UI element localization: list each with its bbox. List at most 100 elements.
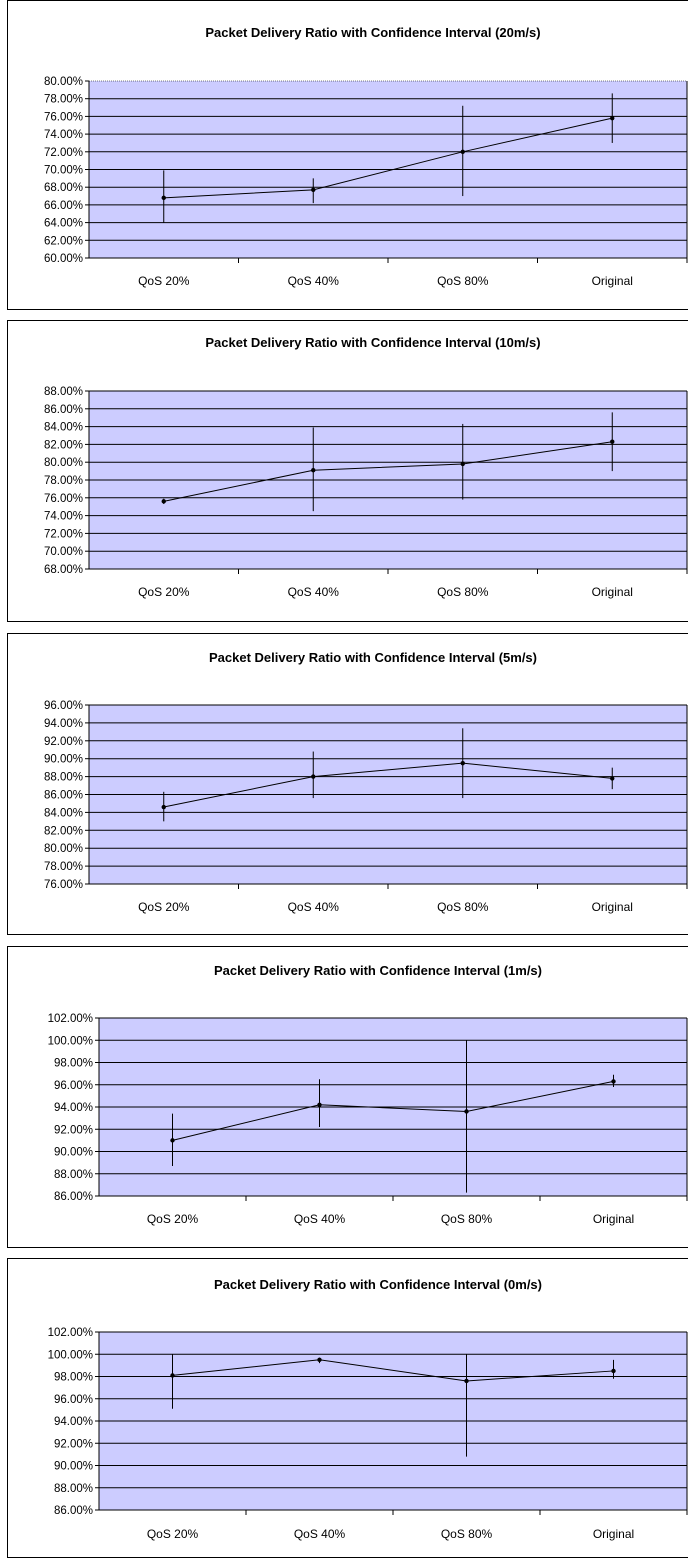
y-tick-label: 80.00% [44, 843, 83, 855]
y-tick-label: 90.00% [54, 1461, 93, 1473]
data-point [460, 149, 465, 154]
y-tick-label: 78.00% [44, 475, 83, 487]
x-category-label: QoS 40% [294, 1212, 346, 1226]
y-tick-label: 68.00% [44, 182, 83, 194]
y-tick-label: 80.00% [44, 76, 83, 88]
y-tick-label: 86.00% [54, 1191, 93, 1203]
x-category-label: QoS 20% [138, 274, 190, 288]
chart-panel-4: Packet Delivery Ratio with Confidence In… [7, 1258, 688, 1558]
y-tick-label: 74.00% [44, 511, 83, 523]
y-tick-label: 84.00% [44, 422, 83, 434]
y-tick-label: 68.00% [44, 564, 83, 576]
y-tick-label: 100.00% [48, 1349, 93, 1361]
y-tick-label: 88.00% [54, 1169, 93, 1181]
series-line [172, 1359, 614, 1382]
y-tick-label: 78.00% [44, 861, 83, 873]
y-tick-label: 92.00% [44, 736, 83, 748]
x-category-label: QoS 20% [147, 1212, 199, 1226]
y-tick-label: 88.00% [44, 772, 83, 784]
y-tick-label: 96.00% [44, 700, 83, 712]
data-point [460, 760, 465, 766]
x-category-label: QoS 40% [288, 585, 340, 599]
y-tick-label: 82.00% [44, 825, 83, 837]
data-point [161, 195, 166, 201]
y-tick-label: 72.00% [44, 528, 83, 540]
x-category-label: Original [592, 274, 633, 288]
chart-panel-3: Packet Delivery Ratio with Confidence In… [7, 946, 688, 1248]
y-tick-label: 94.00% [54, 1416, 93, 1428]
y-tick-label: 86.00% [44, 790, 83, 802]
y-tick-label: 90.00% [44, 754, 83, 766]
series-line [163, 117, 613, 199]
y-tick-label: 94.00% [54, 1102, 93, 1114]
data-point [311, 187, 316, 193]
data-point [317, 1102, 322, 1107]
data-point [610, 439, 615, 444]
y-tick-label: 92.00% [54, 1124, 93, 1136]
chart-panel-2: Packet Delivery Ratio with Confidence In… [7, 633, 688, 935]
x-category-label: QoS 80% [437, 900, 489, 914]
data-point [611, 1368, 616, 1374]
data-point [311, 468, 316, 473]
y-tick-label: 102.00% [48, 1013, 93, 1025]
y-tick-label: 96.00% [54, 1394, 93, 1406]
chart-panel-1: Packet Delivery Ratio with Confidence In… [7, 320, 688, 622]
y-tick-label: 70.00% [44, 546, 83, 558]
x-category-label: QoS 80% [441, 1527, 493, 1541]
x-category-label: QoS 20% [138, 900, 190, 914]
y-tick-label: 60.00% [44, 253, 83, 265]
y-tick-label: 92.00% [54, 1438, 93, 1450]
chart-title: Packet Delivery Ratio with Confidence In… [214, 963, 542, 978]
y-tick-label: 76.00% [44, 879, 83, 891]
chart-svg: Packet Delivery Ratio with Confidence In… [48, 963, 688, 1226]
x-category-label: Original [593, 1212, 634, 1226]
chart-svg: Packet Delivery Ratio with Confidence In… [44, 650, 688, 914]
series-line [163, 762, 613, 808]
x-category-label: QoS 40% [288, 900, 340, 914]
chart-title: Packet Delivery Ratio with Confidence In… [214, 1277, 542, 1292]
x-category-label: QoS 20% [147, 1527, 199, 1541]
x-category-label: QoS 80% [437, 274, 489, 288]
data-point [317, 1357, 322, 1363]
x-category-label: QoS 80% [437, 585, 489, 599]
x-category-label: Original [593, 1527, 634, 1541]
y-tick-label: 84.00% [44, 807, 83, 819]
y-tick-label: 74.00% [44, 129, 83, 141]
y-tick-label: 64.00% [44, 218, 83, 230]
y-tick-label: 88.00% [54, 1483, 93, 1495]
series-line [172, 1080, 614, 1141]
y-tick-label: 70.00% [44, 165, 83, 177]
y-tick-label: 100.00% [48, 1035, 93, 1047]
data-point [464, 1109, 469, 1114]
x-category-label: QoS 40% [288, 274, 340, 288]
x-category-label: Original [592, 900, 633, 914]
data-point [311, 774, 316, 779]
y-tick-label: 102.00% [48, 1327, 93, 1339]
y-tick-label: 98.00% [54, 1058, 93, 1070]
y-tick-label: 72.00% [44, 147, 83, 159]
chart-title: Packet Delivery Ratio with Confidence In… [205, 25, 540, 40]
y-tick-label: 62.00% [44, 235, 83, 247]
data-point [161, 804, 166, 810]
y-tick-label: 86.00% [44, 404, 83, 416]
data-point [611, 1079, 616, 1084]
y-tick-label: 76.00% [44, 111, 83, 123]
data-point [610, 115, 615, 121]
chart-panel-0: Packet Delivery Ratio with Confidence In… [7, 0, 688, 310]
y-tick-label: 80.00% [44, 457, 83, 469]
data-point [161, 499, 166, 504]
y-tick-label: 76.00% [44, 493, 83, 505]
chart-title: Packet Delivery Ratio with Confidence In… [205, 335, 540, 350]
y-tick-label: 86.00% [54, 1505, 93, 1517]
chart-svg: Packet Delivery Ratio with Confidence In… [44, 25, 688, 288]
y-tick-label: 90.00% [54, 1147, 93, 1159]
data-point [464, 1378, 469, 1384]
chart-svg: Packet Delivery Ratio with Confidence In… [44, 335, 688, 599]
data-point [170, 1138, 175, 1143]
x-category-label: QoS 80% [441, 1212, 493, 1226]
y-tick-label: 88.00% [44, 386, 83, 398]
data-point [610, 776, 615, 781]
y-tick-label: 82.00% [44, 439, 83, 451]
y-tick-label: 66.00% [44, 200, 83, 212]
data-point [460, 461, 465, 467]
